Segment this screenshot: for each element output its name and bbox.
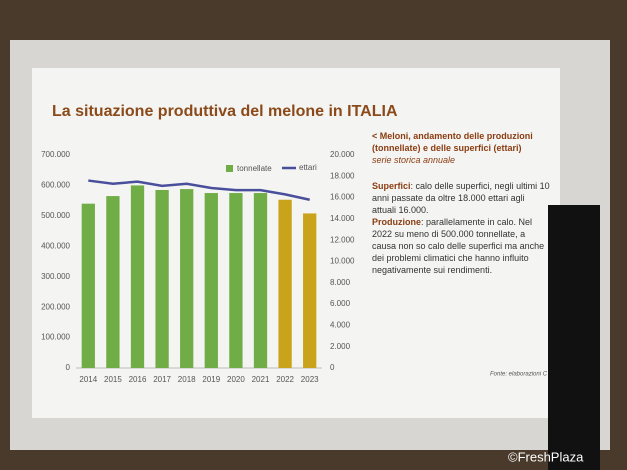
legend-label: ettari [299,163,317,172]
y-tick-label: 100.000 [41,333,70,342]
y2-tick-label: 16.000 [330,193,355,202]
x-tick-label: 2018 [178,375,196,384]
x-tick-label: 2020 [227,375,245,384]
y2-tick-label: 0 [330,363,335,372]
bar [303,213,317,368]
watermark: ©FreshPlaza [508,449,584,464]
y-tick-label: 300.000 [41,272,70,281]
slide-title: La situazione produttiva del melone in I… [52,103,398,120]
text: : parallelamente in calo. Nel 2022 su me… [372,217,545,275]
y-tick-label: 700.000 [41,150,70,159]
paragraph: Superfici: calo delle superfici, negli u… [372,180,550,216]
y-tick-label: 500.000 [41,211,70,220]
bar [204,193,218,368]
notes-subheading: serie storica annuale [372,155,456,165]
legend-swatch [226,165,233,172]
y-tick-label: 600.000 [41,181,70,190]
x-tick-label: 2014 [79,375,97,384]
lead: Produzione [372,217,421,227]
x-tick-label: 2021 [252,375,270,384]
y2-tick-label: 8.000 [330,278,351,287]
line [88,179,310,201]
bar [81,203,95,368]
y2-tick-label: 10.000 [330,257,355,266]
slide [32,68,560,418]
y2-tick-label: 4.000 [330,321,351,330]
paragraph: Produzione: parallelamente in calo. Nel … [372,216,550,276]
y2-tick-label: 2.000 [330,342,351,351]
x-tick-label: 2017 [153,375,171,384]
bar [180,189,194,368]
y-tick-label: 200.000 [41,302,70,311]
x-tick-label: 2022 [276,375,294,384]
y-tick-label: 400.000 [41,241,70,250]
x-tick-label: 2023 [301,375,319,384]
y2-tick-label: 18.000 [330,171,355,180]
x-tick-label: 2016 [129,375,147,384]
bar [253,193,268,368]
x-tick-label: 2015 [104,375,122,384]
y2-tick-label: 14.000 [330,214,355,223]
x-tick-label: 2019 [202,375,220,384]
notes-heading: < Meloni, andamento delle produzioni (to… [372,131,533,153]
y2-tick-label: 6.000 [330,299,351,308]
bar [130,185,145,368]
y2-tick-label: 12.000 [330,235,355,244]
y-tick-label: 0 [66,363,71,372]
legend-label: tonnellate [237,164,272,173]
speaker [548,205,600,470]
bar [155,189,169,368]
bar [278,199,292,368]
notes: < Meloni, andamento delle produzioni (to… [372,130,550,276]
source: Fonte: elaborazioni C [490,372,548,378]
bar [229,193,243,368]
y2-tick-label: 20.000 [330,150,355,159]
text: : calo delle superfici, negli ultimi 10 … [372,181,550,215]
lead: Superfici [372,181,411,191]
bar [106,196,120,368]
